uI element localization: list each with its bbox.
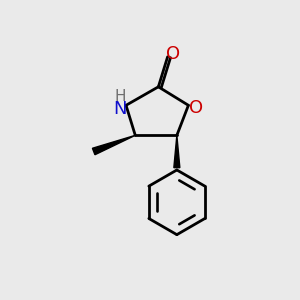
Text: N: N xyxy=(113,100,127,118)
Polygon shape xyxy=(174,135,180,168)
Text: O: O xyxy=(166,46,180,64)
Text: H: H xyxy=(115,88,126,104)
Polygon shape xyxy=(92,135,135,155)
Text: O: O xyxy=(189,99,203,117)
